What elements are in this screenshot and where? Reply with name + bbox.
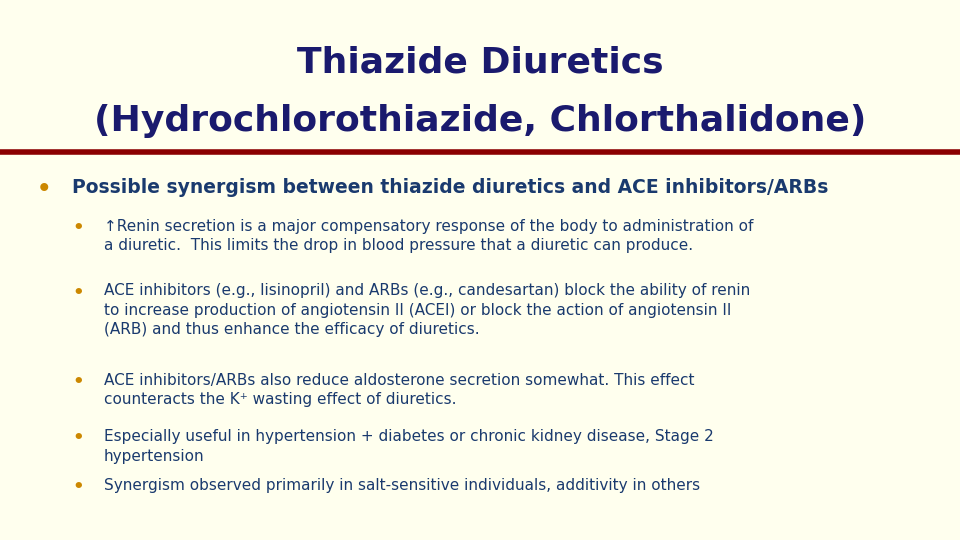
Text: Especially useful in hypertension + diabetes or chronic kidney disease, Stage 2
: Especially useful in hypertension + diab… [104,429,713,463]
Text: Possible synergism between thiazide diuretics and ACE inhibitors/ARBs: Possible synergism between thiazide diur… [72,178,828,197]
Text: ACE inhibitors/ARBs also reduce aldosterone secretion somewhat. This effect
coun: ACE inhibitors/ARBs also reduce aldoster… [104,373,694,407]
Text: •: • [72,478,84,496]
Text: •: • [72,373,84,390]
Text: ↑Renin secretion is a major compensatory response of the body to administration : ↑Renin secretion is a major compensatory… [104,219,753,253]
Text: Synergism observed primarily in salt-sensitive individuals, additivity in others: Synergism observed primarily in salt-sen… [104,478,700,493]
Text: •: • [36,178,51,201]
Text: •: • [72,284,84,301]
Text: •: • [72,429,84,447]
Text: •: • [72,219,84,237]
Text: (Hydrochlorothiazide, Chlorthalidone): (Hydrochlorothiazide, Chlorthalidone) [94,105,866,138]
Text: ACE inhibitors (e.g., lisinopril) and ARBs (e.g., candesartan) block the ability: ACE inhibitors (e.g., lisinopril) and AR… [104,284,750,337]
Text: Thiazide Diuretics: Thiazide Diuretics [297,45,663,79]
